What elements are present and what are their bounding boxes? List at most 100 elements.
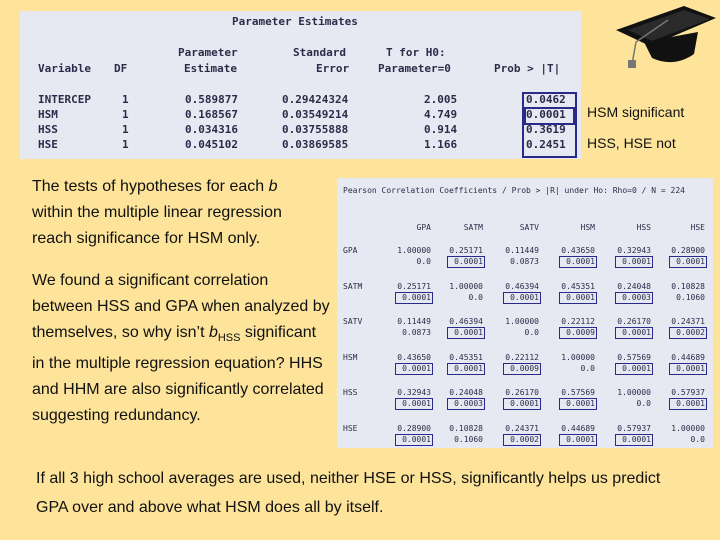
row-variable: INTERCEP [38,93,91,106]
row-df: 1 [122,108,129,121]
header-error: Error [316,62,350,75]
corr-coefficient: 0.10828 [449,423,483,433]
corr-coefficient: 0.57937 [671,388,705,397]
significant-p-box [395,291,433,304]
corr-coefficient: 0.10828 [671,281,705,291]
corr-p-value: 0.0001 [510,399,539,408]
corr-col-header: GPA [416,223,431,232]
row-estimate: 0.045102 [185,138,238,151]
corr-p-value: 0.0001 [402,399,431,408]
corr-coefficient: 0.46394 [449,317,483,326]
para1-text-end: within the multiple linear regression re… [32,204,282,247]
significant-p-box [559,433,597,446]
row-estimate: 0.034316 [185,123,238,136]
corr-p-value: 0.0001 [402,292,431,302]
corr-col-header: HSM [580,223,595,232]
correlation-title: Pearson Correlation Coefficients / Prob … [343,186,685,195]
corr-p-value: 0.0001 [566,292,595,302]
corr-p-value: 0.0001 [676,399,705,408]
corr-row-label: SATM [343,281,363,291]
significant-p-box [559,398,597,410]
header-df: DF [114,62,128,75]
row-std-error: 0.03869585 [282,138,349,151]
significant-p-box [615,433,653,446]
significant-p-box [395,398,433,410]
corr-row-label: HSE [343,423,358,433]
corr-p-value: 0.0 [636,399,651,408]
row-df: 1 [122,138,129,151]
corr-p-value: 0.0001 [566,399,595,408]
corr-p-value: 0.0 [468,292,483,302]
corr-p-value: 0.0 [524,328,539,337]
corr-p-value: 0.0001 [454,328,483,337]
corr-row-label: HSS [343,388,358,397]
corr-coefficient: 1.00000 [561,352,595,362]
corr-coefficient: 1.00000 [505,317,539,326]
corr-coefficient: 0.24048 [449,388,483,397]
corr-row-label: HSM [343,352,358,362]
significant-p-box [447,362,485,375]
hss-hse-not-note: HSS, HSE not [587,135,676,151]
corr-p-value: 0.0001 [622,257,651,266]
row-df: 1 [122,123,129,136]
row-prob: 0.2451 [526,138,566,151]
significant-p-box [615,256,653,268]
header-t-for-h0: T for H0: [386,46,446,59]
corr-p-value: 0.0009 [566,328,595,337]
para2-text: We found a significant correlation betwe… [32,272,330,341]
row-variable: HSM [38,108,58,121]
row-std-error: 0.03549214 [282,108,349,121]
significant-p-box [559,256,597,268]
corr-p-value: 0.0001 [622,363,651,373]
corr-coefficient: 0.24371 [505,423,539,433]
significant-p-box [669,327,707,339]
correlation-matrix-panel: Pearson Correlation Coefficients / Prob … [337,178,713,448]
corr-coefficient: 0.26170 [617,317,651,326]
corr-col-header: HSS [636,223,651,232]
corr-p-value: 0.0002 [676,328,705,337]
corr-coefficient: 0.46394 [505,281,539,291]
corr-p-value: 0.0873 [402,328,431,337]
para1-text: The tests of hypotheses for each [32,178,269,195]
corr-coefficient: 0.57937 [617,423,651,433]
corr-p-value: 0.0009 [510,363,539,373]
significant-p-box [447,256,485,268]
corr-coefficient: 0.44689 [561,423,595,433]
corr-p-value: 0.0001 [676,257,705,266]
row-prob: 0.3619 [526,123,566,136]
corr-p-value: 0.0 [416,257,431,266]
b-symbol: b [268,178,278,195]
hsm-prob-highlight [524,107,575,125]
corr-p-value: 0.0001 [454,257,483,266]
significant-p-box [559,327,597,339]
corr-coefficient: 0.25171 [397,281,431,291]
row-df: 1 [122,93,129,106]
conclusion-caption: If all 3 high school averages are used, … [36,470,661,516]
corr-p-value: 0.0002 [510,434,539,444]
row-estimate: 0.589877 [185,93,238,106]
significant-p-box [615,362,653,375]
corr-coefficient: 0.28900 [671,246,705,255]
hsm-significant-note: HSM significant [587,104,685,120]
header-standard: Standard [293,46,346,59]
header-variable: Variable [38,62,91,75]
row-prob: 0.0462 [526,93,566,106]
header-prob-t: Prob > |T| [494,62,561,75]
corr-p-value: 0.0001 [566,257,595,266]
corr-coefficient: 0.11449 [397,317,431,326]
row-std-error: 0.29424324 [282,93,349,106]
significant-p-box [669,398,707,410]
significant-p-box [669,362,707,375]
significant-p-box [559,291,597,304]
corr-p-value: 0.0001 [622,434,651,444]
corr-coefficient: 0.22112 [561,317,595,326]
corr-coefficient: 1.00000 [671,423,705,433]
prob-highlight-box [522,92,577,158]
corr-p-value: 0.0003 [454,399,483,408]
corr-col-header: SATV [519,223,539,232]
corr-coefficient: 1.00000 [449,281,483,291]
corr-coefficient: 0.26170 [505,388,539,397]
corr-coefficient: 0.45351 [449,352,483,362]
significant-p-box [395,362,433,375]
corr-coefficient: 0.25171 [449,246,483,255]
